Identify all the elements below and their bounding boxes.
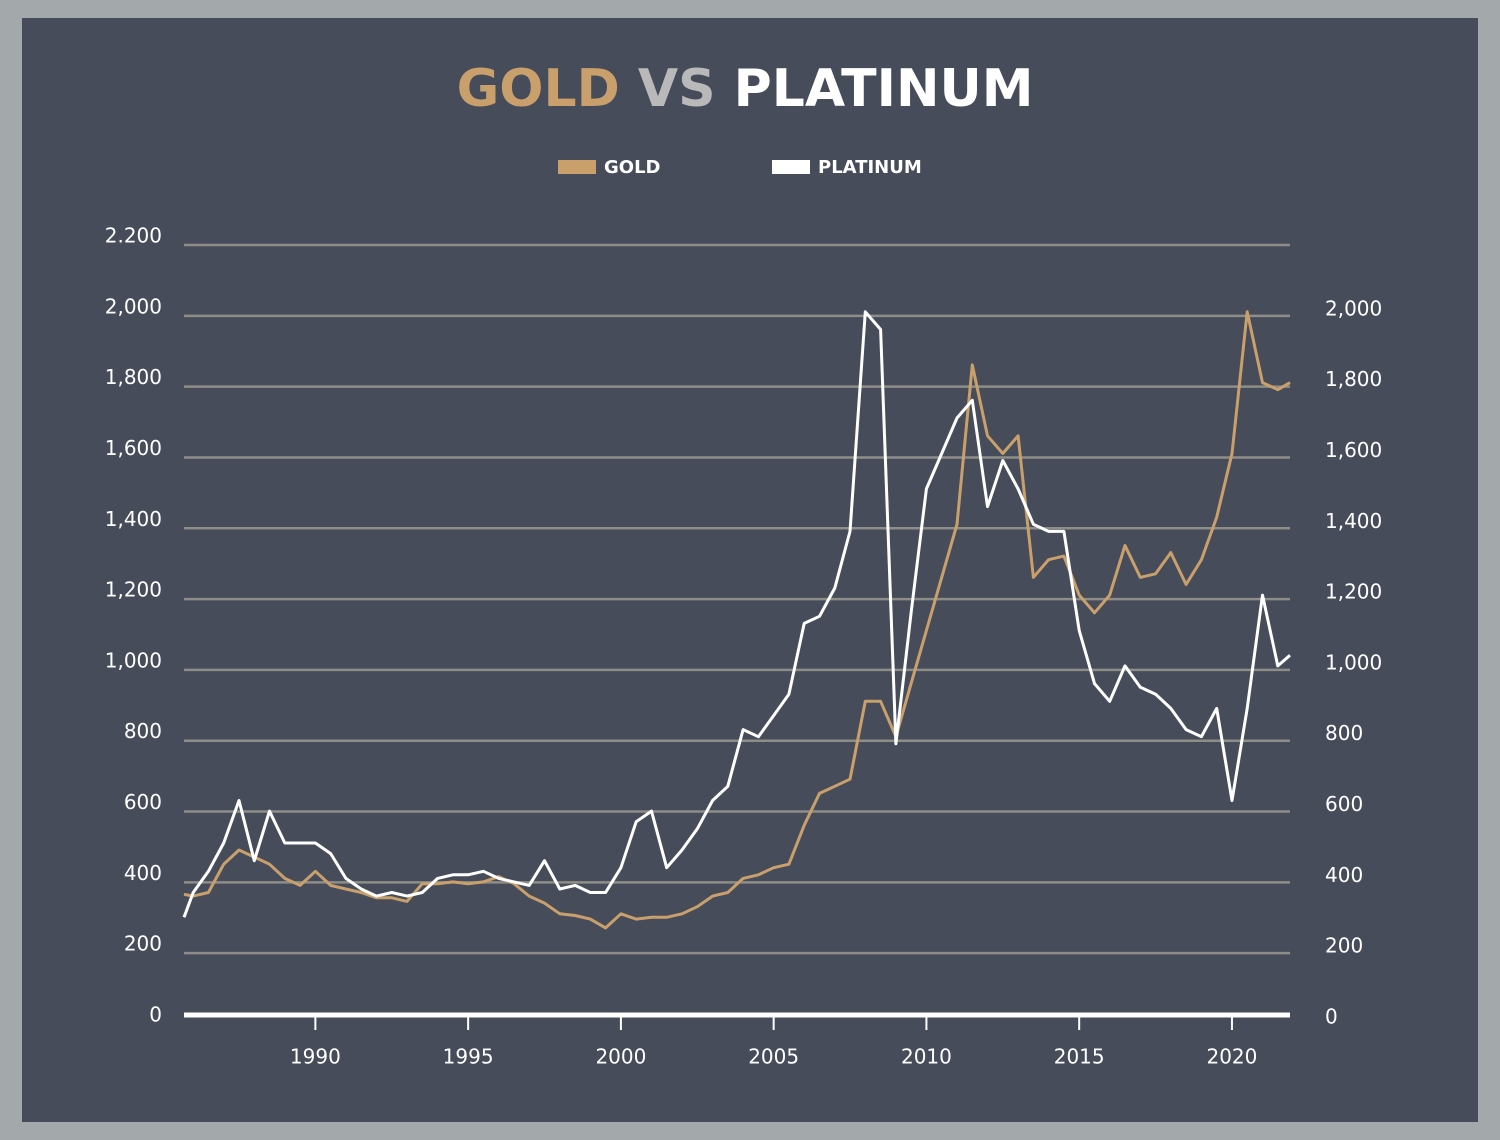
title-part: VS <box>638 59 716 119</box>
y-tick-label: 1,600 <box>105 436 162 460</box>
y2-tick-label: 1,200 <box>1325 580 1382 604</box>
y2-tick-label: 400 <box>1325 863 1363 887</box>
legend-swatch <box>558 160 596 174</box>
legend-label: GOLD <box>604 157 661 178</box>
y-tick-label: 2.200 <box>105 224 162 248</box>
y2-tick-label: 1,600 <box>1325 438 1382 462</box>
x-tick-label: 1990 <box>290 1045 341 1069</box>
y-tick-label: 1,800 <box>105 365 162 389</box>
x-tick-label: 2005 <box>748 1045 799 1069</box>
y2-tick-label: 800 <box>1325 721 1363 745</box>
panel <box>22 18 1478 1122</box>
series-line <box>182 310 1291 918</box>
legend-label: PLATINUM <box>818 157 922 178</box>
y2-tick-label: 600 <box>1325 792 1363 816</box>
y-tick-label: 1,200 <box>105 578 162 602</box>
x-tick-label: 2020 <box>1206 1045 1257 1069</box>
y-tick-label: 1,400 <box>105 507 162 531</box>
series-line <box>183 310 1291 930</box>
title-part: GOLD <box>457 59 620 119</box>
y-tick-label: 800 <box>124 719 162 743</box>
y-tick-label: 400 <box>124 861 162 885</box>
x-tick-label: 2015 <box>1054 1045 1105 1069</box>
y2-tick-label: 200 <box>1325 934 1363 958</box>
y-tick-label: 200 <box>124 932 162 956</box>
legend-swatch <box>772 160 810 174</box>
x-tick-label: 1995 <box>443 1045 494 1069</box>
chart-title: GOLD VS PLATINUM <box>457 59 1034 119</box>
y2-tick-label: 1,400 <box>1325 509 1382 533</box>
y-tick-label: 0 <box>149 1003 162 1027</box>
y2-tick-label: 0 <box>1325 1005 1338 1029</box>
x-tick-label: 2000 <box>595 1045 646 1069</box>
title-part: PLATINUM <box>734 59 1034 119</box>
y-tick-label: 1,000 <box>105 648 162 672</box>
y-tick-label: 600 <box>124 790 162 814</box>
x-tick-label: 2010 <box>901 1045 952 1069</box>
y2-tick-label: 1,800 <box>1325 367 1382 391</box>
y2-tick-label: 2,000 <box>1325 296 1382 320</box>
y-tick-label: 2,000 <box>105 294 162 318</box>
y2-tick-label: 1,000 <box>1325 650 1382 674</box>
